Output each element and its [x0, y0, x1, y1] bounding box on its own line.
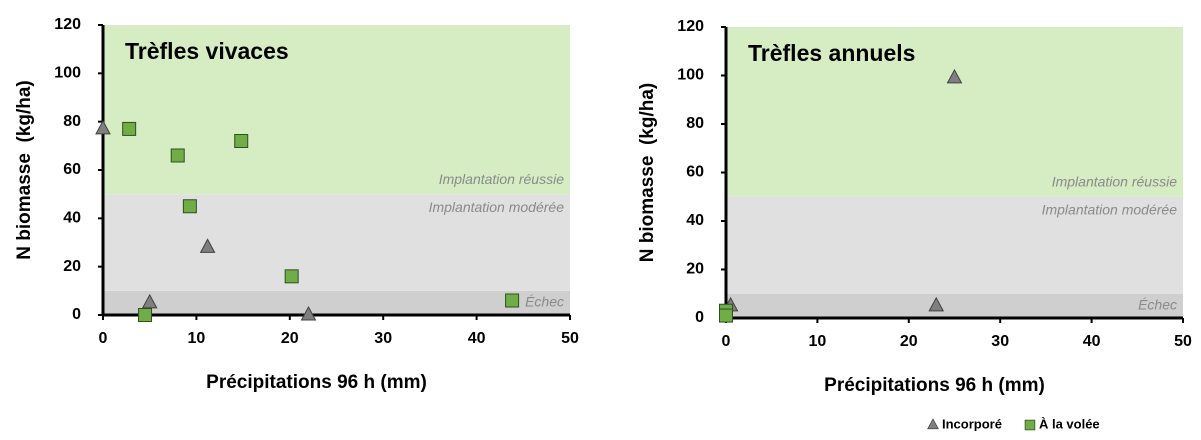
legend-label: À la volée — [1039, 416, 1100, 431]
y-tick-label: 120 — [54, 16, 81, 33]
y-tick-label: 60 — [686, 164, 704, 181]
x-tick-label: 10 — [809, 333, 827, 350]
chart-title: Trèfles vivaces — [125, 38, 289, 64]
x-axis-label: Précipitations 96 h (mm) — [824, 375, 1045, 396]
x-tick-label: 0 — [722, 333, 731, 350]
band — [103, 25, 570, 195]
point — [170, 148, 185, 163]
band — [726, 27, 1183, 197]
band-label: Échec — [525, 294, 564, 310]
x-tick-label: 20 — [900, 333, 918, 350]
band — [103, 290, 570, 315]
point — [141, 293, 158, 309]
x-tick-label: 50 — [561, 330, 579, 347]
point — [199, 238, 216, 253]
point — [234, 134, 249, 148]
chart-title: Trèfles annuels — [748, 40, 915, 66]
point — [928, 296, 945, 312]
y-tick-label: 100 — [54, 65, 81, 82]
point — [300, 305, 317, 321]
band-label: Implantation réussie — [439, 171, 565, 187]
y-tick-label: 100 — [677, 67, 704, 84]
x-tick-label: 30 — [991, 333, 1009, 350]
band — [726, 293, 1183, 318]
point — [284, 269, 299, 284]
y-axis-label: N biomasse (kg/ha) — [14, 80, 35, 260]
band-label: Implantation modérée — [429, 199, 565, 215]
point — [182, 199, 197, 214]
legend-marker — [927, 418, 939, 430]
y-tick-label: 40 — [686, 212, 704, 229]
band — [726, 196, 1183, 294]
legend-label: Incorporé — [942, 416, 1002, 431]
x-tick-label: 20 — [281, 330, 299, 347]
y-tick-label: 120 — [677, 18, 704, 35]
point — [138, 308, 153, 322]
point — [95, 119, 111, 135]
y-tick-label: 80 — [63, 113, 81, 130]
x-tick-label: 0 — [99, 330, 108, 347]
point — [719, 308, 733, 323]
band-label: Échec — [1138, 297, 1177, 313]
y-tick-label: 60 — [63, 161, 81, 178]
y-tick-label: 0 — [695, 309, 704, 326]
y-tick-label: 0 — [72, 306, 81, 323]
y-axis-label: N biomasse (kg/ha) — [637, 83, 658, 263]
y-tick-label: 40 — [63, 210, 81, 227]
band-label: Implantation modérée — [1042, 201, 1178, 217]
band — [103, 194, 570, 291]
x-tick-label: 10 — [188, 330, 206, 347]
y-tick-label: 20 — [686, 261, 704, 278]
x-tick-label: 30 — [374, 330, 392, 347]
legend-marker — [1024, 419, 1036, 431]
y-tick-label: 80 — [686, 115, 704, 132]
x-tick-label: 40 — [468, 330, 486, 347]
x-tick-label: 40 — [1083, 333, 1101, 350]
band-label: Implantation réussie — [1052, 173, 1178, 189]
y-tick-label: 20 — [63, 258, 81, 275]
point — [946, 68, 963, 84]
point — [122, 121, 137, 136]
x-tick-label: 50 — [1174, 333, 1192, 350]
point — [505, 293, 520, 308]
x-axis-label: Précipitations 96 h (mm) — [206, 372, 427, 393]
